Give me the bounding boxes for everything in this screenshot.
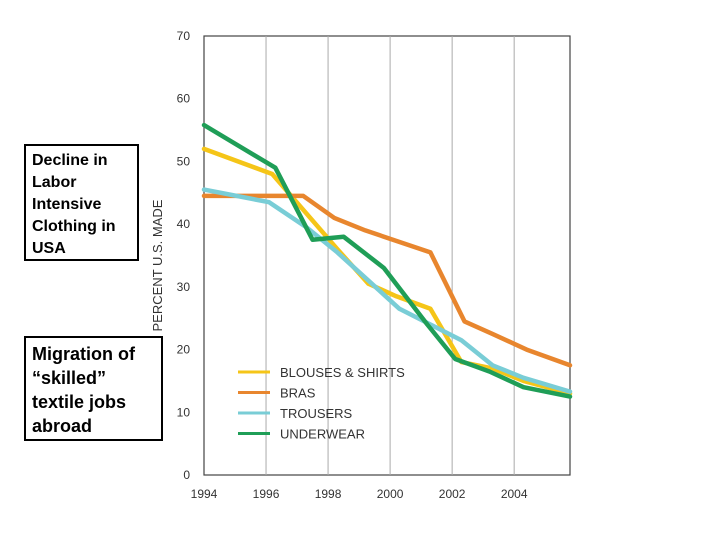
callout-line: USA xyxy=(32,240,66,257)
y-tick-label: 70 xyxy=(177,29,191,43)
y-tick-label: 30 xyxy=(177,280,191,294)
series-lines xyxy=(201,122,573,399)
callout-labor-decline: Decline in Labor Intensive Clothing in U… xyxy=(24,144,139,261)
x-tick-label: 1996 xyxy=(253,487,280,501)
callout-line: textile jobs xyxy=(32,392,127,412)
x-tick-label: 2000 xyxy=(377,487,404,501)
x-tick-label: 2002 xyxy=(439,487,466,501)
grid-lines xyxy=(265,36,515,475)
y-tick-label: 50 xyxy=(177,154,191,168)
plot-area xyxy=(203,35,571,476)
series-line xyxy=(201,122,573,399)
legend-label: BRAS xyxy=(280,386,316,401)
y-axis-title: PERCENT U.S. MADE xyxy=(150,199,165,331)
x-tick-label: 2004 xyxy=(501,487,528,501)
y-tick-label: 10 xyxy=(177,405,191,419)
tick-labels: 0 10 20 30 40 50 60 70 1994 1996 1998 2000 2002 2004 xyxy=(177,29,528,501)
callout-line: Labor xyxy=(32,174,77,191)
series-line xyxy=(201,146,573,396)
x-tick-label: 1994 xyxy=(191,487,218,501)
y-tick-label: 20 xyxy=(177,343,191,357)
x-tick-label: 1998 xyxy=(315,487,342,501)
callout-line: Clothing in xyxy=(32,218,116,235)
legend-label: UNDERWEAR xyxy=(280,427,365,442)
y-tick-label: 40 xyxy=(177,217,191,231)
callout-line: Migration of xyxy=(32,344,135,364)
legend-label: TROUSERS xyxy=(280,406,353,421)
y-tick-label: 0 xyxy=(183,468,190,482)
callout-line: Intensive xyxy=(32,196,102,213)
legend-label: BLOUSES & SHIRTS xyxy=(280,365,405,380)
series-line xyxy=(201,193,573,368)
callout-line: “skilled” xyxy=(32,368,107,388)
callout-line: abroad xyxy=(32,416,93,436)
callout-job-migration: Migration of “skilled” textile jobs abro… xyxy=(24,336,163,441)
legend: BLOUSES & SHIRTS BRAS TROUSERS UNDERWEAR xyxy=(238,365,405,442)
callout-line: Decline in xyxy=(32,152,108,169)
series-line xyxy=(201,187,573,394)
y-tick-label: 60 xyxy=(177,92,191,106)
